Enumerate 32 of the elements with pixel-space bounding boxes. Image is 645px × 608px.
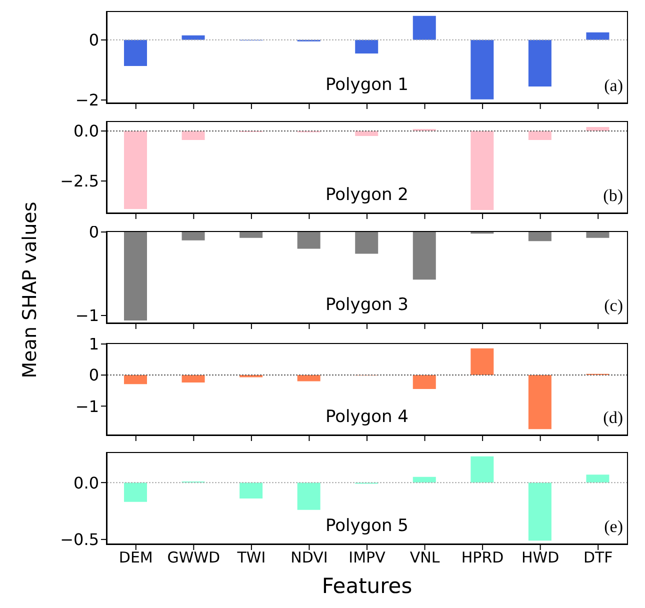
x-tick-label: DEM (118, 548, 153, 567)
annotation: (e) (603, 517, 623, 537)
annotation: Polygon 2 (325, 185, 409, 205)
x-axis-title: Features (320, 574, 414, 598)
annotation: (a) (603, 76, 623, 96)
y-tick-label: 0.0 (74, 122, 99, 141)
annotation: (d) (602, 408, 623, 428)
annotation: Polygon 5 (325, 516, 409, 536)
y-tick-label: −2 (75, 90, 99, 110)
x-tick-label: TWI (236, 548, 266, 567)
y-tick-label: −1 (75, 306, 99, 326)
annotation: (c) (603, 296, 623, 316)
y-tick-label: 0 (88, 366, 99, 385)
x-tick-label: GWWD (167, 548, 220, 567)
x-tick-label: HPRD (461, 548, 504, 567)
y-tick-label: 0 (88, 222, 99, 242)
x-tick-label: NDVI (290, 548, 328, 567)
x-tick-label: HWD (521, 548, 560, 567)
annotation: Polygon 3 (325, 295, 409, 315)
y-tick-label: 0 (88, 30, 99, 50)
y-tick-label: −1 (75, 396, 99, 416)
x-tick-label: DTF (583, 548, 613, 567)
x-tick-label: IMPV (348, 548, 386, 567)
annotation: Polygon 1 (325, 75, 409, 95)
y-axis-title: Mean SHAP values (19, 202, 41, 378)
x-tick-label: VNL (410, 548, 440, 567)
y-tick-label: −0.5 (60, 530, 99, 550)
y-tick-label: 0.0 (74, 473, 99, 492)
y-tick-label: 1 (88, 334, 99, 354)
y-tick-label: −2.5 (60, 172, 99, 191)
annotation: Polygon 4 (325, 407, 409, 427)
annotation: (b) (602, 186, 623, 206)
